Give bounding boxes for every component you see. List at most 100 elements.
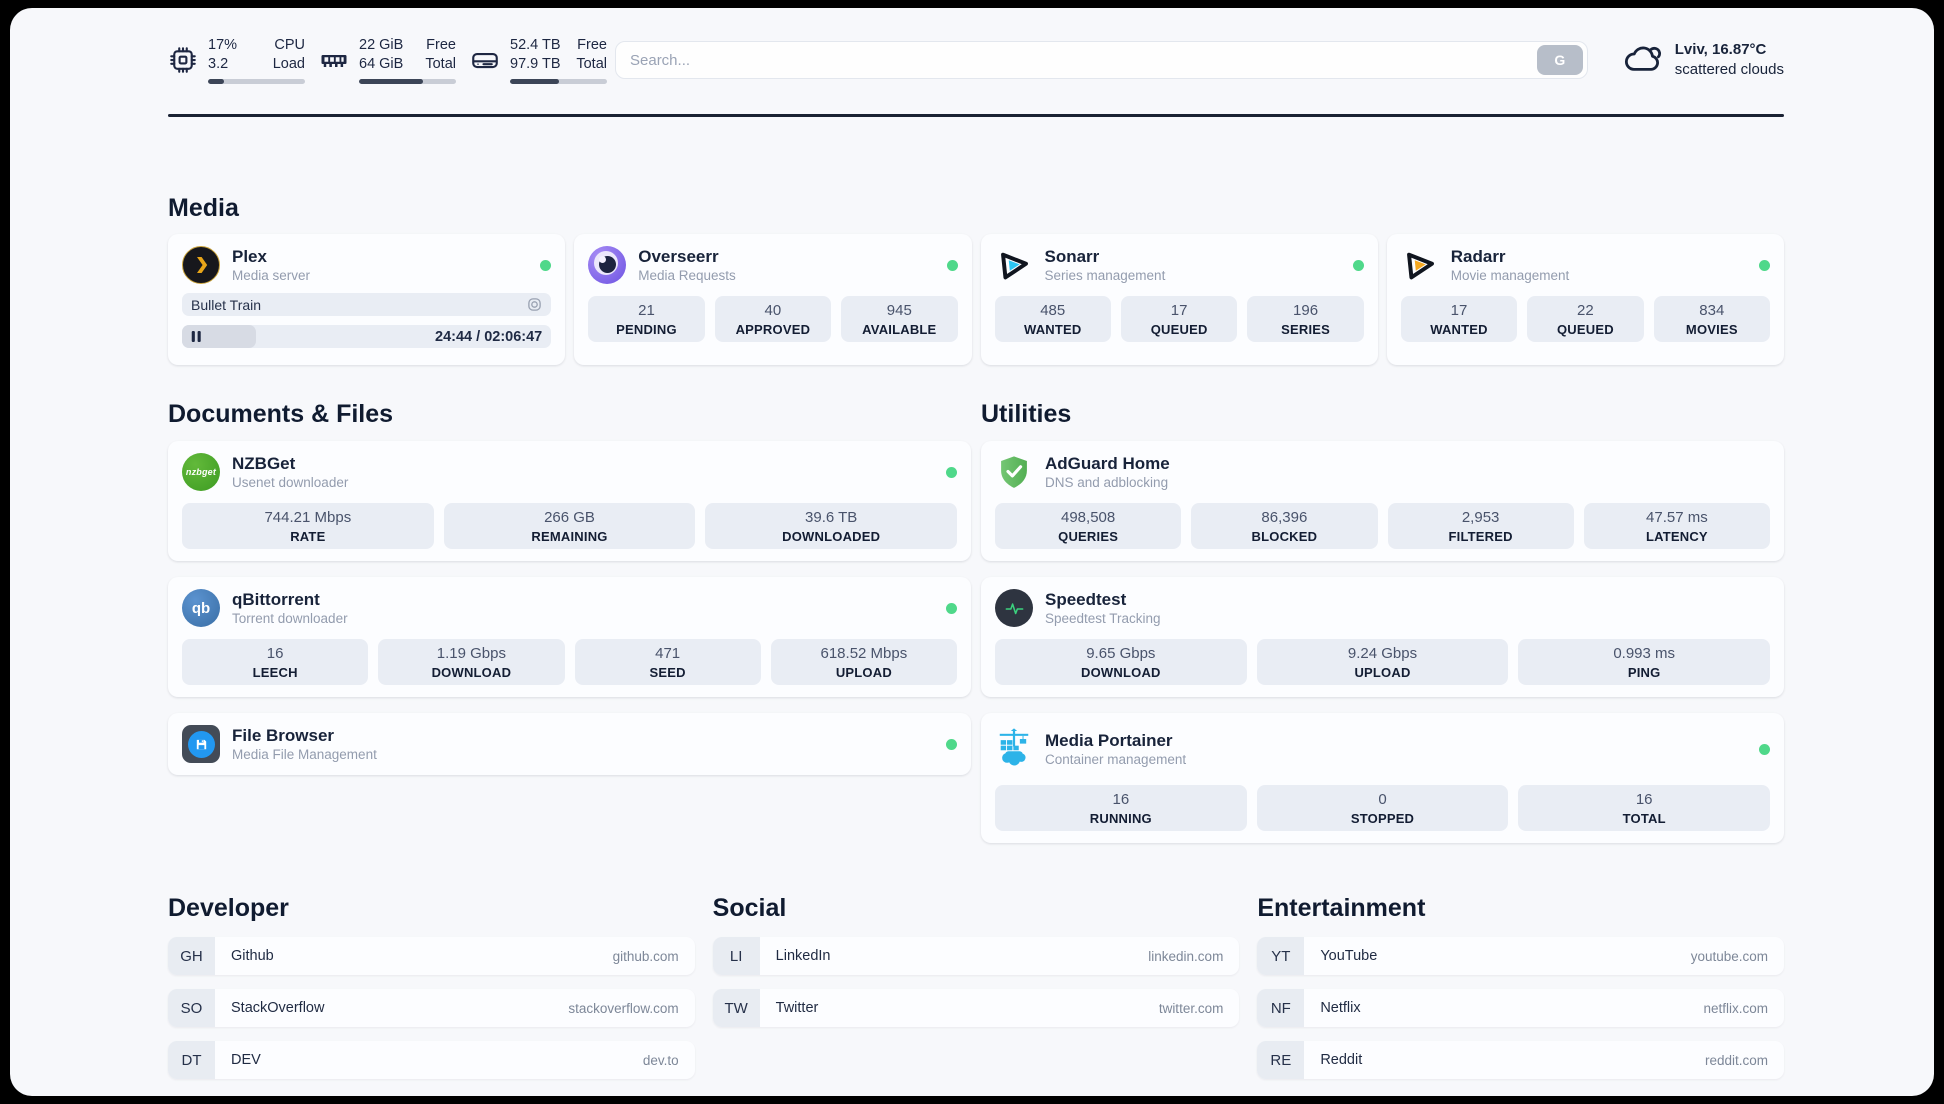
bookmark-url: dev.to — [642, 1052, 679, 1068]
stat-box: 498,508 QUERIES — [995, 503, 1182, 549]
app-card-qbittorrent[interactable]: qb qBittorrent Torrent downloader 16 LEEC… — [168, 577, 971, 697]
app-subtitle: Speedtest Tracking — [1045, 611, 1161, 626]
stat-value: 744.21 Mbps — [264, 508, 352, 526]
app-card-speedtest[interactable]: Speedtest Speedtest Tracking 9.65 Gbps DO… — [981, 577, 1784, 697]
disk-progress-fill — [510, 79, 559, 84]
bookmark-url: linkedin.com — [1148, 948, 1224, 964]
section-title-social: Social — [712, 894, 787, 922]
app-card-sonarr[interactable]: Sonarr Series management 485 WANTED 17 QUE… — [980, 234, 1378, 365]
portainer-icon — [995, 725, 1033, 773]
disk-icon — [470, 45, 500, 75]
cpu-usage-value: 17% — [208, 37, 238, 53]
status-dot-online — [540, 259, 552, 271]
bookmark-linkedin[interactable]: LI LinkedIn linkedin.com — [712, 937, 1240, 975]
playback-time: 24:44 / 02:06:47 — [435, 328, 543, 345]
cpu-icon — [168, 45, 198, 75]
app-name: qBittorrent — [232, 590, 320, 609]
bookmark-abbr: SO — [168, 989, 215, 1027]
bookmark-abbr: RE — [1257, 1041, 1305, 1079]
app-subtitle: Usenet downloader — [232, 475, 349, 490]
disk-free-value: 52.4 TB — [510, 37, 561, 53]
bookmark-dev[interactable]: DT DEV dev.to — [168, 1041, 695, 1079]
stat-label: WANTED — [1023, 321, 1082, 337]
stat-box: 22 QUEUED — [1527, 296, 1644, 342]
utilities-column: Utilities AdGuard Home — [981, 399, 1784, 843]
stat-label: RUNNING — [1089, 810, 1152, 826]
status-dot-online — [946, 602, 957, 614]
cloud-icon — [1622, 37, 1664, 84]
stat-label: FILTERED — [1448, 528, 1513, 544]
stat-value: 2,953 — [1461, 508, 1500, 526]
search-input[interactable] — [630, 51, 1537, 69]
stat-label: REMAINING — [531, 528, 608, 544]
status-dot-online — [1352, 259, 1364, 271]
stat-value: 0 — [1378, 790, 1387, 808]
documents-column: Documents & Files nzbget NZBGet Usenet d… — [168, 399, 971, 775]
bookmark-url: netflix.com — [1703, 1000, 1768, 1016]
memory-total-label: Total — [425, 56, 456, 72]
memory-stat: 22 GiB Free 64 GiB Total — [319, 36, 456, 84]
stat-value: 16 — [266, 644, 284, 662]
stat-label: DOWNLOAD — [1081, 664, 1161, 680]
stat-value: 16 — [1112, 790, 1130, 808]
stat-label: DOWNLOAD — [431, 664, 512, 680]
stat-label: QUEUED — [1150, 321, 1208, 337]
nzbget-icon: nzbget — [182, 453, 220, 491]
stat-value: 834 — [1699, 301, 1725, 319]
app-name: Speedtest — [1045, 590, 1127, 609]
app-card-nzbget[interactable]: nzbget NZBGet Usenet downloader 744.21 M… — [168, 441, 971, 561]
section-title-developer: Developer — [168, 894, 289, 922]
stat-label: SERIES — [1281, 321, 1330, 337]
stat-box: 834 MOVIES — [1653, 296, 1771, 342]
stat-label: BLOCKED — [1251, 528, 1318, 544]
bookmark-name: Twitter — [775, 1000, 819, 1016]
bookmark-twitter[interactable]: TW Twitter twitter.com — [712, 989, 1240, 1027]
stat-label: UPLOAD — [1354, 664, 1411, 680]
bookmark-group-entertainment: Entertainment YT YouTube youtube.com NF … — [1257, 893, 1784, 1079]
bookmark-group-social: Social LI LinkedIn linkedin.com TW Twitt… — [712, 893, 1240, 1079]
adguard-icon — [995, 453, 1033, 491]
app-subtitle: Media File Management — [232, 747, 377, 762]
playback-progress-row: 24:44 / 02:06:47 — [182, 325, 552, 348]
stat-box: 945 AVAILABLE — [841, 296, 958, 342]
stat-value: 22 — [1577, 301, 1594, 319]
sonarr-icon — [995, 246, 1033, 284]
stat-box: 17 QUEUED — [1120, 296, 1238, 342]
app-card-adguard[interactable]: AdGuard Home DNS and adblocking 498,508 Q… — [981, 441, 1784, 561]
app-card-filebrowser[interactable]: File Browser Media File Management — [168, 713, 971, 775]
stat-value: 40 — [764, 301, 782, 319]
stat-label: SEED — [649, 664, 686, 680]
app-card-overseerr[interactable]: Overseerr Media Requests 21 PENDING 40 APP… — [574, 234, 972, 365]
section-title-entertainment: Entertainment — [1257, 894, 1426, 922]
search-go-button[interactable]: G — [1536, 45, 1583, 75]
bookmark-github[interactable]: GH Github github.com — [168, 937, 695, 975]
stat-label: LATENCY — [1645, 528, 1708, 544]
stat-value: 498,508 — [1061, 508, 1116, 526]
plex-icon — [182, 246, 220, 284]
bookmark-netflix[interactable]: NF Netflix netflix.com — [1257, 989, 1784, 1027]
status-dot-online — [946, 259, 958, 271]
bookmark-stackoverflow[interactable]: SO StackOverflow stackoverflow.com — [168, 989, 695, 1027]
bookmark-name: LinkedIn — [775, 948, 831, 964]
stat-value: 618.52 Mbps — [820, 644, 908, 662]
app-card-radarr[interactable]: Radarr Movie management 17 WANTED 22 QUEUE… — [1386, 234, 1784, 365]
system-stats: 17% CPU 3.2 Load — [168, 36, 607, 84]
stat-box: 618.52 Mbps UPLOAD — [770, 639, 957, 685]
weather-summary: Lviv, 16.87°C — [1674, 41, 1767, 58]
app-card-plex[interactable]: Plex Media server Bullet Train — [168, 234, 566, 365]
stat-box: 16 TOTAL — [1518, 785, 1771, 831]
bookmark-reddit[interactable]: RE Reddit reddit.com — [1257, 1041, 1784, 1079]
stat-label: STOPPED — [1350, 810, 1415, 826]
bookmark-name: Github — [231, 948, 274, 964]
bookmark-youtube[interactable]: YT YouTube youtube.com — [1257, 937, 1784, 975]
bookmark-group-developer: Developer GH Github github.com SO StackO… — [168, 893, 695, 1079]
bookmark-url: github.com — [612, 948, 679, 964]
stat-box: 9.65 Gbps DOWNLOAD — [995, 639, 1247, 685]
stat-label: DOWNLOADED — [782, 528, 881, 544]
stat-label: UPLOAD — [835, 664, 892, 680]
stat-label: WANTED — [1430, 321, 1488, 337]
stat-box: 16 RUNNING — [995, 785, 1247, 831]
stat-label: PING — [1627, 664, 1661, 680]
playback-progress-fill — [182, 325, 256, 348]
app-card-portainer[interactable]: Media Portainer Container management 16 R… — [981, 713, 1784, 843]
